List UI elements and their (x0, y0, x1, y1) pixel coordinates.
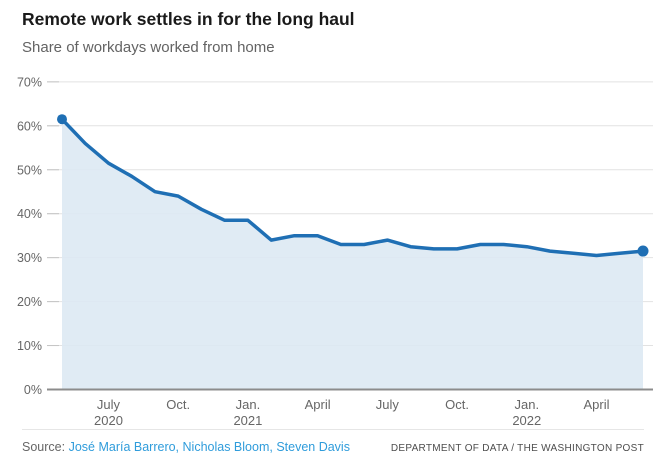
footer: Source: José María Barrero, Nicholas Blo… (22, 440, 644, 454)
source-link[interactable]: Nicholas Bloom, (182, 440, 277, 454)
svg-text:10%: 10% (17, 339, 42, 353)
source-link[interactable]: José María Barrero, (68, 440, 183, 454)
svg-text:Jan.: Jan. (236, 397, 261, 412)
svg-text:Oct.: Oct. (445, 397, 469, 412)
credit-attribution: DEPARTMENT OF DATA / THE WASHINGTON POST (390, 443, 644, 454)
svg-text:70%: 70% (17, 75, 42, 89)
svg-text:Oct.: Oct. (166, 397, 190, 412)
svg-text:July: July (97, 397, 121, 412)
end-point-marker (637, 245, 649, 257)
svg-text:July: July (376, 397, 400, 412)
source-prefix: Source: (22, 440, 66, 454)
svg-text:30%: 30% (17, 251, 42, 265)
svg-text:2022: 2022 (512, 413, 541, 428)
svg-text:April: April (305, 397, 331, 412)
area-fill (62, 119, 643, 390)
svg-text:2020: 2020 (94, 413, 123, 428)
start-point-marker (57, 114, 67, 125)
chart-title: Remote work settles in for the long haul (22, 9, 355, 29)
source-links: José María Barrero, Nicholas Bloom, Stev… (69, 440, 350, 454)
svg-text:50%: 50% (17, 163, 42, 177)
source-link[interactable]: Steven Davis (276, 440, 350, 454)
svg-text:20%: 20% (17, 295, 42, 309)
svg-text:40%: 40% (17, 207, 42, 221)
y-axis-labels: 0% 10% 20% 30% 40% 50% 60% 70% (17, 75, 42, 397)
chart-subtitle: Share of workdays worked from home (22, 39, 275, 56)
svg-text:2021: 2021 (233, 413, 262, 428)
svg-text:Jan.: Jan. (515, 397, 540, 412)
trend-line (60, 117, 645, 258)
footer-divider (22, 429, 644, 430)
svg-text:0%: 0% (24, 383, 42, 397)
source-line: Source: José María Barrero, Nicholas Blo… (22, 440, 350, 454)
svg-text:April: April (584, 397, 610, 412)
svg-text:60%: 60% (17, 119, 42, 133)
